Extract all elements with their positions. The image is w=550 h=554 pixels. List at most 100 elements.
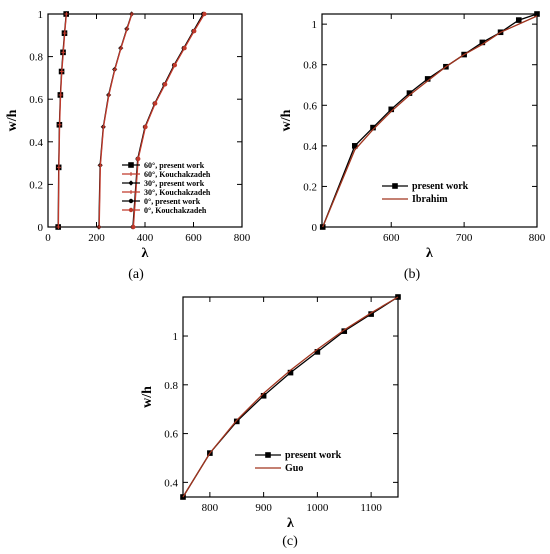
y-tick-label: 0.8	[29, 52, 43, 64]
panel-caption: (c)	[282, 534, 298, 549]
legend-marker	[128, 162, 134, 168]
legend-marker	[128, 198, 134, 204]
data-point	[515, 17, 522, 23]
data-point	[341, 328, 348, 334]
y-tick-label: 0.8	[164, 380, 178, 392]
data-point	[125, 26, 130, 31]
y-tick-label: 0.2	[29, 179, 43, 191]
data-point	[368, 311, 374, 317]
data-point	[106, 92, 111, 97]
y-tick-label: 0.4	[164, 477, 178, 489]
y-tick-label: 1	[312, 19, 318, 31]
data-point	[131, 224, 136, 230]
data-point	[97, 225, 102, 229]
y-axis-label: w/h	[5, 109, 20, 131]
x-tick-label: 700	[456, 232, 473, 244]
data-point	[136, 156, 141, 162]
x-tick-label: 400	[137, 232, 154, 244]
legend-entry: Ibrahim	[412, 194, 448, 205]
legend-entry: present work	[412, 181, 469, 192]
legend-entry: 30°, present work	[144, 179, 205, 188]
legend-marker	[392, 183, 398, 189]
legend-marker	[129, 172, 133, 176]
y-axis-label: w/h	[140, 386, 155, 408]
legend-marker	[129, 190, 133, 194]
data-point	[112, 67, 117, 72]
x-tick-label: 800	[234, 232, 251, 244]
data-point	[202, 11, 207, 17]
x-tick-label: 1000	[306, 502, 329, 514]
data-point	[424, 76, 431, 82]
panel-b: 600 700 800 0 0.2 0.4 0.6 0.8 1 λ w/h (b) present wo…	[279, 11, 546, 282]
data-point	[101, 124, 106, 129]
data-point	[233, 418, 240, 425]
panel-caption: (a)	[128, 267, 144, 282]
data-point	[172, 62, 178, 68]
data-point	[61, 50, 66, 55]
data-point	[118, 46, 123, 51]
data-point	[62, 31, 67, 36]
legend-marker	[128, 180, 134, 186]
data-point	[370, 124, 376, 131]
x-tick-label: 1100	[360, 502, 382, 514]
data-point	[152, 101, 158, 106]
plot-frame	[182, 296, 399, 498]
legend-entry: 60°, present work	[144, 161, 205, 170]
x-axis-label: λ	[287, 516, 294, 531]
y-tick-label: 0.6	[164, 429, 178, 441]
y-tick-label: 0	[312, 222, 318, 234]
x-tick-label: 600	[383, 232, 400, 244]
x-tick-label: 600	[185, 232, 202, 244]
data-point	[406, 90, 413, 96]
legend-entry: 60°, Kouchakzadeh	[144, 170, 211, 179]
y-tick-label: 0.6	[303, 100, 317, 112]
data-point	[479, 39, 486, 46]
y-tick-label: 0	[38, 222, 44, 234]
series-line-2	[98, 13, 133, 228]
data-point	[192, 28, 197, 34]
data-point	[64, 12, 69, 16]
data-point	[534, 11, 540, 17]
y-tick-label: 0.6	[29, 94, 43, 106]
legend-entry: 0°, Kouchakzadeh	[144, 206, 207, 215]
data-point	[56, 225, 61, 229]
x-tick-label: 900	[255, 502, 272, 514]
data-point	[143, 124, 148, 130]
x-tick-label: 800	[202, 502, 219, 514]
y-tick-label: 1	[173, 331, 179, 343]
legend-entry: Guo	[285, 463, 303, 474]
x-axis-label: λ	[142, 246, 149, 261]
y-tick-label: 1	[38, 9, 44, 21]
legend-entry: present work	[285, 450, 342, 461]
legend-marker	[265, 452, 271, 458]
data-point	[57, 122, 62, 127]
series-line-3	[98, 13, 133, 228]
legend-entry: 30°, Kouchakzadeh	[144, 188, 211, 197]
plot-frame	[321, 13, 538, 228]
x-tick-label: 800	[529, 232, 546, 244]
data-point	[182, 45, 187, 51]
data-point	[162, 82, 168, 87]
data-point	[59, 69, 64, 74]
panel-a: 0 200 400 600 800 0 0.2 0.4 0.6 0.8 1 λ w/h (a) 60°, p…	[5, 9, 251, 282]
x-tick-label: 200	[88, 232, 105, 244]
y-tick-label: 0.4	[29, 137, 43, 149]
data-point	[388, 106, 395, 113]
data-point	[98, 163, 103, 168]
x-tick-label: 0	[45, 232, 51, 244]
data-point	[129, 12, 134, 16]
y-tick-label: 0.2	[303, 181, 317, 193]
data-point	[287, 369, 294, 376]
y-tick-label: 0.4	[303, 141, 317, 153]
panel-c: 800 900 1000 1100 0.4 0.6 0.8 1 λ w/h (c) present w…	[140, 294, 401, 549]
y-axis-label: w/h	[279, 109, 294, 131]
series-line-1	[322, 15, 538, 228]
data-point	[351, 143, 358, 149]
legend-entry: 0°, present work	[144, 197, 201, 206]
y-tick-label: 0.8	[303, 60, 317, 72]
legend-marker	[128, 207, 134, 213]
panel-caption: (b)	[404, 267, 421, 282]
data-point	[260, 392, 267, 399]
data-point	[56, 165, 61, 170]
